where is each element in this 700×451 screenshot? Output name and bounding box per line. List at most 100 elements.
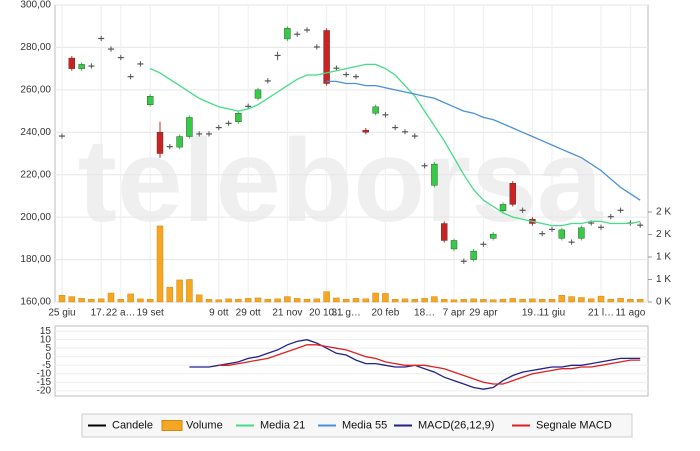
x-tick-label: 21 l… <box>588 308 614 319</box>
candle-body <box>519 209 526 211</box>
candle-body <box>460 260 467 262</box>
candle-body <box>206 133 212 135</box>
y-tick-label: 10 <box>40 334 52 345</box>
volume-bar <box>333 297 340 303</box>
x-tick-label: 29 apr <box>469 308 498 319</box>
y2-tick-label: 0 K <box>656 297 671 308</box>
volume-bar <box>587 298 595 303</box>
candle-body <box>127 76 134 78</box>
y-tick-label: 0 <box>45 351 51 362</box>
volume-bar <box>440 299 448 303</box>
volume-bar <box>88 299 95 303</box>
x-tick-label: 11 giu <box>539 308 566 319</box>
ma-line <box>326 80 641 201</box>
x-tick-label: 18… <box>414 308 435 319</box>
candle-body <box>186 117 193 137</box>
candle-body <box>78 64 85 69</box>
candle-body <box>88 65 95 67</box>
volume-bar <box>489 299 497 303</box>
x-tick-label: 9 ott <box>209 308 229 319</box>
candle-body <box>382 114 389 116</box>
volume-bar <box>578 297 585 303</box>
volume-bar <box>186 279 193 303</box>
macd-line <box>218 344 641 385</box>
y-tick-label: -20 <box>37 386 52 397</box>
volume-bar <box>107 292 115 303</box>
volume-bar <box>470 298 477 303</box>
legend-label: Candele <box>112 419 153 431</box>
candle-body <box>558 229 565 239</box>
volume-bar <box>529 298 536 303</box>
volume-bar <box>362 298 370 303</box>
volume-bar <box>568 296 575 303</box>
y-tick-label: 5 <box>45 343 51 354</box>
candle-body <box>333 67 340 69</box>
volume-bar <box>176 279 183 303</box>
volume-bar <box>78 298 85 303</box>
candle-body <box>245 105 252 107</box>
volume-bar <box>538 299 546 303</box>
volume-bar <box>480 299 487 303</box>
x-tick-label: 25 giu <box>48 308 75 319</box>
y-tick-label: -10 <box>37 368 52 379</box>
x-tick-label: 20 10… <box>309 308 344 319</box>
candle-body <box>499 204 507 211</box>
volume-bar <box>548 299 556 303</box>
volume-bar <box>401 298 409 303</box>
watermark: teleborsa <box>78 115 604 247</box>
volume-bar <box>342 299 350 303</box>
candle-body <box>156 132 164 154</box>
candle-body <box>480 243 487 245</box>
candle-body <box>539 233 546 235</box>
volume-bar <box>235 299 242 303</box>
volume-bar <box>431 296 438 303</box>
x-tick-label: 7 apr <box>443 308 466 319</box>
x-tick-label: 19… <box>522 308 543 319</box>
y-tick-label: 200,00 <box>20 212 51 223</box>
x-tick-label: 17… <box>91 308 112 319</box>
candle-body <box>509 182 516 205</box>
legend-label: Media 55 <box>342 419 387 431</box>
y-tick-label: -5 <box>42 360 51 371</box>
volume-bar <box>597 295 605 303</box>
volume-bar <box>499 299 507 303</box>
x-tick-label: 11 ago <box>615 308 645 319</box>
y-tick-label: 280,00 <box>20 42 51 53</box>
volume-bar <box>450 299 458 303</box>
candle-body <box>166 146 173 148</box>
candle-body <box>196 133 203 135</box>
volume-bar <box>391 299 399 303</box>
candle-body <box>607 216 614 218</box>
legend: Candele Volume Media 21 Media 55 MACD(26,12,… <box>81 413 633 438</box>
candle-body <box>421 165 428 167</box>
volume-bar <box>274 298 281 303</box>
candle-body <box>117 56 124 59</box>
x-tick-label: 31 g… <box>331 308 360 319</box>
volume-bar <box>284 296 291 303</box>
volume-bar <box>156 225 164 303</box>
y-tick-label: 240,00 <box>20 127 51 138</box>
candle-body <box>235 112 242 122</box>
x-tick-label: 29 ott <box>236 308 261 319</box>
volume-bar <box>254 297 262 303</box>
candle-body <box>598 226 604 228</box>
candle-body <box>411 135 418 137</box>
volume-bar <box>244 298 252 303</box>
candle-body <box>313 46 320 48</box>
candle-body <box>490 233 497 239</box>
candle-body <box>549 228 555 231</box>
y-tick-label: -15 <box>37 377 52 388</box>
volume-bar <box>352 298 360 303</box>
candle-body <box>470 250 477 260</box>
x-tick-label: 19 set <box>137 308 164 319</box>
candle-body <box>225 122 232 124</box>
volume-bar <box>303 299 311 303</box>
candle-body <box>568 241 575 243</box>
volume-bar <box>293 298 301 303</box>
volume-bar <box>323 291 330 303</box>
candle-body <box>578 227 585 239</box>
candle-body <box>146 96 154 105</box>
volume-bar <box>372 292 379 303</box>
legend-label: MACD(26,12,9) <box>418 419 494 431</box>
y2-tick-label: 1 K <box>656 252 671 263</box>
